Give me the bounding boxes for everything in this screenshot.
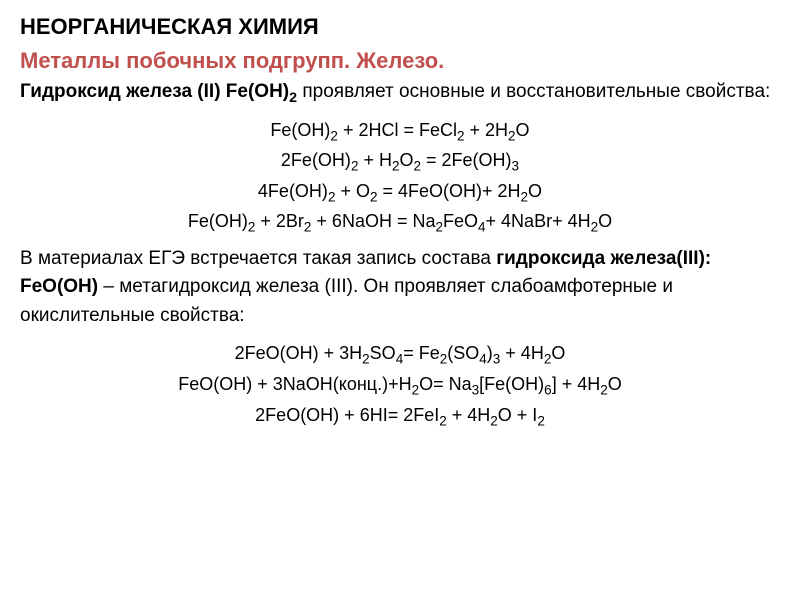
equation: 2FeO(OH) + 3H2SO4= Fe2(SO4)3 + 4H2O — [20, 338, 780, 369]
equation: 2FeO(OH) + 6HI= 2FeI2 + 4H2O + I2 — [20, 400, 780, 431]
category-title: НЕОРГАНИЧЕСКАЯ ХИМИЯ — [20, 14, 780, 40]
paragraph-1-part1: В материалах ЕГЭ встречается такая запис… — [20, 248, 496, 269]
main-title: Металлы побочных подгрупп. Железо. — [20, 48, 780, 74]
equation: 2Fe(OH)2 + H2O2 = 2Fe(OH)3 — [20, 145, 780, 176]
equation: FeO(OH) + 3NaOH(конц.)+H2O= Na3[Fe(OH)6]… — [20, 369, 780, 400]
equation: Fe(OH)2 + 2HCl = FeCl2 + 2H2O — [20, 115, 780, 146]
equation: Fe(OH)2 + 2Br2 + 6NaOH = Na2FeO4+ 4NaBr+… — [20, 206, 780, 237]
equations-block-1: Fe(OH)2 + 2HCl = FeCl2 + 2H2O2Fe(OH)2 + … — [20, 115, 780, 237]
equations-block-2: 2FeO(OH) + 3H2SO4= Fe2(SO4)3 + 4H2OFeO(O… — [20, 338, 780, 430]
paragraph-1-part2: – метагидроксид железа (III). Он проявля… — [20, 276, 673, 326]
intro-rest: проявляет основные и восстановительные с… — [297, 81, 770, 102]
equation: 4Fe(OH)2 + O2 = 4FeO(OH)+ 2H2O — [20, 176, 780, 207]
intro-text: Гидроксид железа (II) Fe(OH)2 проявляет … — [20, 78, 780, 107]
paragraph-1: В материалах ЕГЭ встречается такая запис… — [20, 245, 780, 331]
intro-bold: Гидроксид железа (II) Fe(OH)2 — [20, 81, 297, 102]
